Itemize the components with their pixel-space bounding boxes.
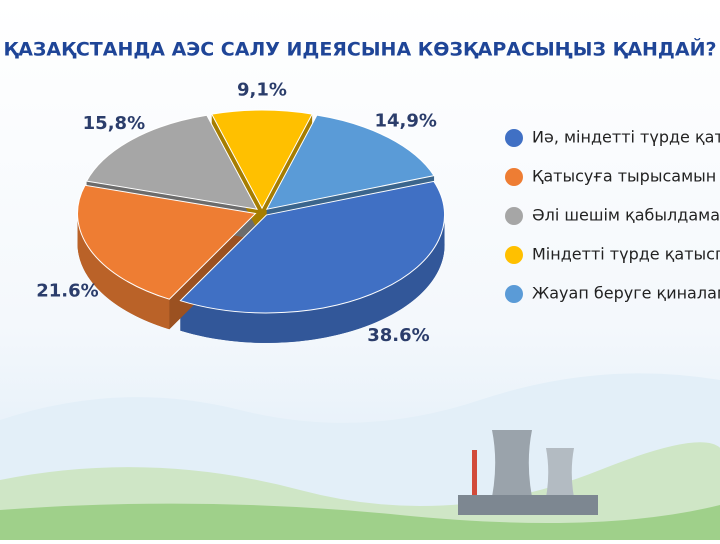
legend-marker bbox=[505, 285, 523, 303]
data-label: 9,1% bbox=[237, 79, 287, 100]
pie-slice bbox=[210, 109, 313, 210]
pie-slice-side bbox=[180, 216, 445, 343]
pie-slice bbox=[179, 180, 445, 314]
legend-label: Жауап беруге қиналам bbox=[532, 284, 720, 303]
legend-label: Әлі шешім қабылдамад bbox=[532, 206, 720, 225]
legend-label: Міндетті түрде қатыспа bbox=[532, 245, 720, 264]
data-label: 15,8% bbox=[83, 113, 145, 134]
data-label: 21.6% bbox=[36, 281, 98, 302]
pie-slice bbox=[265, 114, 435, 210]
legend-marker bbox=[505, 129, 523, 147]
pie-slice bbox=[77, 184, 257, 300]
legend-label: Иә, міндетті түрде қаты bbox=[532, 128, 720, 147]
legend-marker bbox=[505, 246, 523, 264]
pie-slice bbox=[85, 114, 258, 210]
data-label: 38.6% bbox=[367, 325, 429, 346]
legend-label: Қатысуға тырысамын bbox=[532, 167, 716, 186]
legend-marker bbox=[505, 168, 523, 186]
grass bbox=[0, 503, 720, 540]
pie-tops bbox=[77, 109, 445, 314]
power-plant bbox=[458, 430, 598, 515]
data-label: 14,9% bbox=[375, 111, 437, 132]
legend-marker bbox=[505, 207, 523, 225]
pie-slice-side bbox=[77, 213, 170, 330]
chart-title: ҚАЗАҚСТАНДА АЭС САЛУ ИДЕЯСЫНА КӨЗҚАРАСЫҢ… bbox=[3, 38, 716, 61]
